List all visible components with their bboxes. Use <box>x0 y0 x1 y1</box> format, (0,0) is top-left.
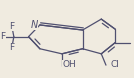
Text: F: F <box>1 32 6 41</box>
Text: OH: OH <box>62 60 76 69</box>
Text: N: N <box>30 20 38 30</box>
Text: Cl: Cl <box>110 60 119 69</box>
Text: F: F <box>9 22 14 31</box>
Text: F: F <box>9 43 14 52</box>
